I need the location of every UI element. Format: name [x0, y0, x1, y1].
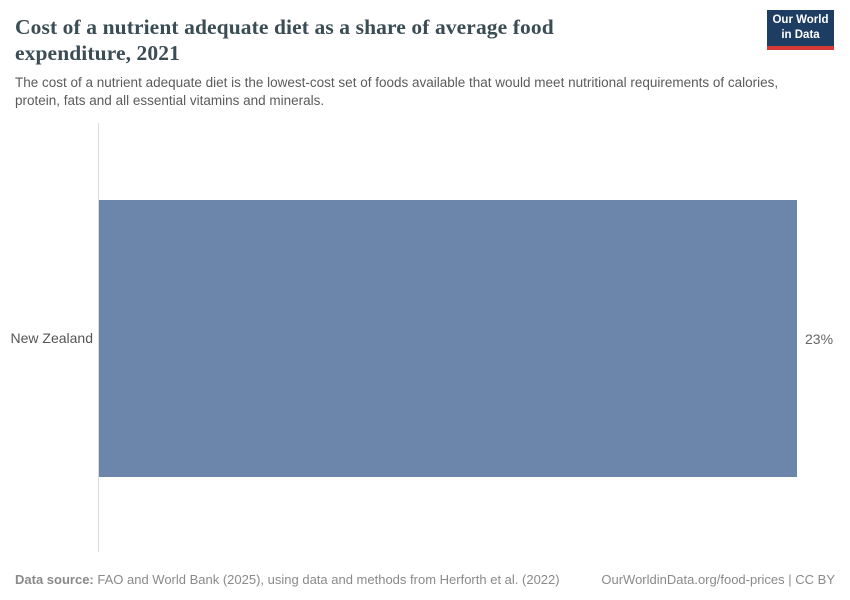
bar-new-zealand[interactable] — [99, 200, 797, 477]
footer-license-link[interactable]: OurWorldinData.org/food-prices | CC BY — [601, 572, 835, 587]
footer-data-source: Data source: FAO and World Bank (2025), … — [15, 572, 560, 587]
owid-logo-line2: in Data — [781, 29, 820, 41]
data-source-label: Data source: — [15, 572, 94, 587]
y-axis-line — [98, 123, 99, 552]
owid-logo-line1: Our World — [772, 14, 829, 27]
bar-row: 23% — [99, 200, 839, 477]
page-title: Cost of a nutrient adequate diet as a sh… — [15, 15, 554, 66]
bar-value-label: 23% — [805, 330, 834, 347]
data-source-text: FAO and World Bank (2025), using data an… — [93, 572, 560, 587]
bar-track — [99, 200, 797, 477]
chart-subtitle: The cost of a nutrient adequate diet is … — [15, 75, 779, 108]
footer: Data source: FAO and World Bank (2025), … — [15, 572, 835, 587]
entity-label-new-zealand: New Zealand — [10, 330, 94, 346]
owid-logo[interactable]: Our World in Data — [767, 10, 834, 50]
